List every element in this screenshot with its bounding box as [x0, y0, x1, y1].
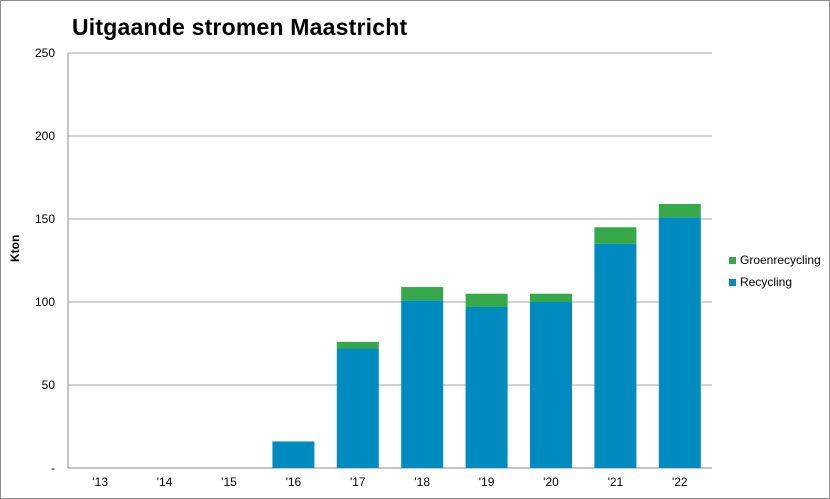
x-tick-label: '17 [350, 475, 366, 489]
legend-swatch-recycling [729, 278, 736, 286]
x-tick-label: '19 [479, 475, 495, 489]
bar-groenrecycling [401, 287, 444, 301]
bar-groenrecycling [530, 293, 572, 302]
legend-item-recycling: Recycling [729, 271, 821, 293]
bar-groenrecycling [658, 204, 701, 218]
bar-recycling [465, 306, 508, 468]
x-tick-label: '15 [221, 475, 237, 489]
x-tick-label: '21 [608, 475, 624, 489]
bar-recycling [401, 300, 444, 468]
x-tick-label: '18 [414, 475, 430, 489]
legend-label-recycling: Recycling [740, 275, 793, 289]
legend: Groenrecycling Recycling [729, 249, 821, 293]
bar-recycling [336, 348, 379, 468]
y-tick-label: 250 [35, 46, 55, 60]
bar-recycling [530, 302, 572, 468]
bar-groenrecycling [336, 341, 379, 349]
y-tick-label: 50 [42, 378, 56, 392]
bar-recycling [594, 243, 637, 468]
x-tick-label: '16 [286, 475, 302, 489]
x-tick-label: '22 [672, 475, 688, 489]
y-tick-label: 100 [35, 295, 55, 309]
x-tick-label: '14 [157, 475, 173, 489]
y-tick-label: - [51, 461, 55, 475]
bar-recycling [658, 217, 701, 468]
chart-title: Uitgaande stromen Maastricht [72, 14, 408, 40]
x-tick-label: '13 [92, 475, 108, 489]
y-tick-label: 200 [35, 129, 55, 143]
y-tick-label: 150 [35, 212, 55, 226]
bar-groenrecycling [594, 227, 637, 244]
legend-swatch-groenrecycling [729, 256, 736, 264]
legend-item-groenrecycling: Groenrecycling [729, 249, 821, 271]
bar-recycling [272, 441, 315, 468]
bar-groenrecycling [465, 293, 508, 307]
x-tick-label: '20 [543, 475, 559, 489]
legend-label-groenrecycling: Groenrecycling [740, 253, 821, 267]
